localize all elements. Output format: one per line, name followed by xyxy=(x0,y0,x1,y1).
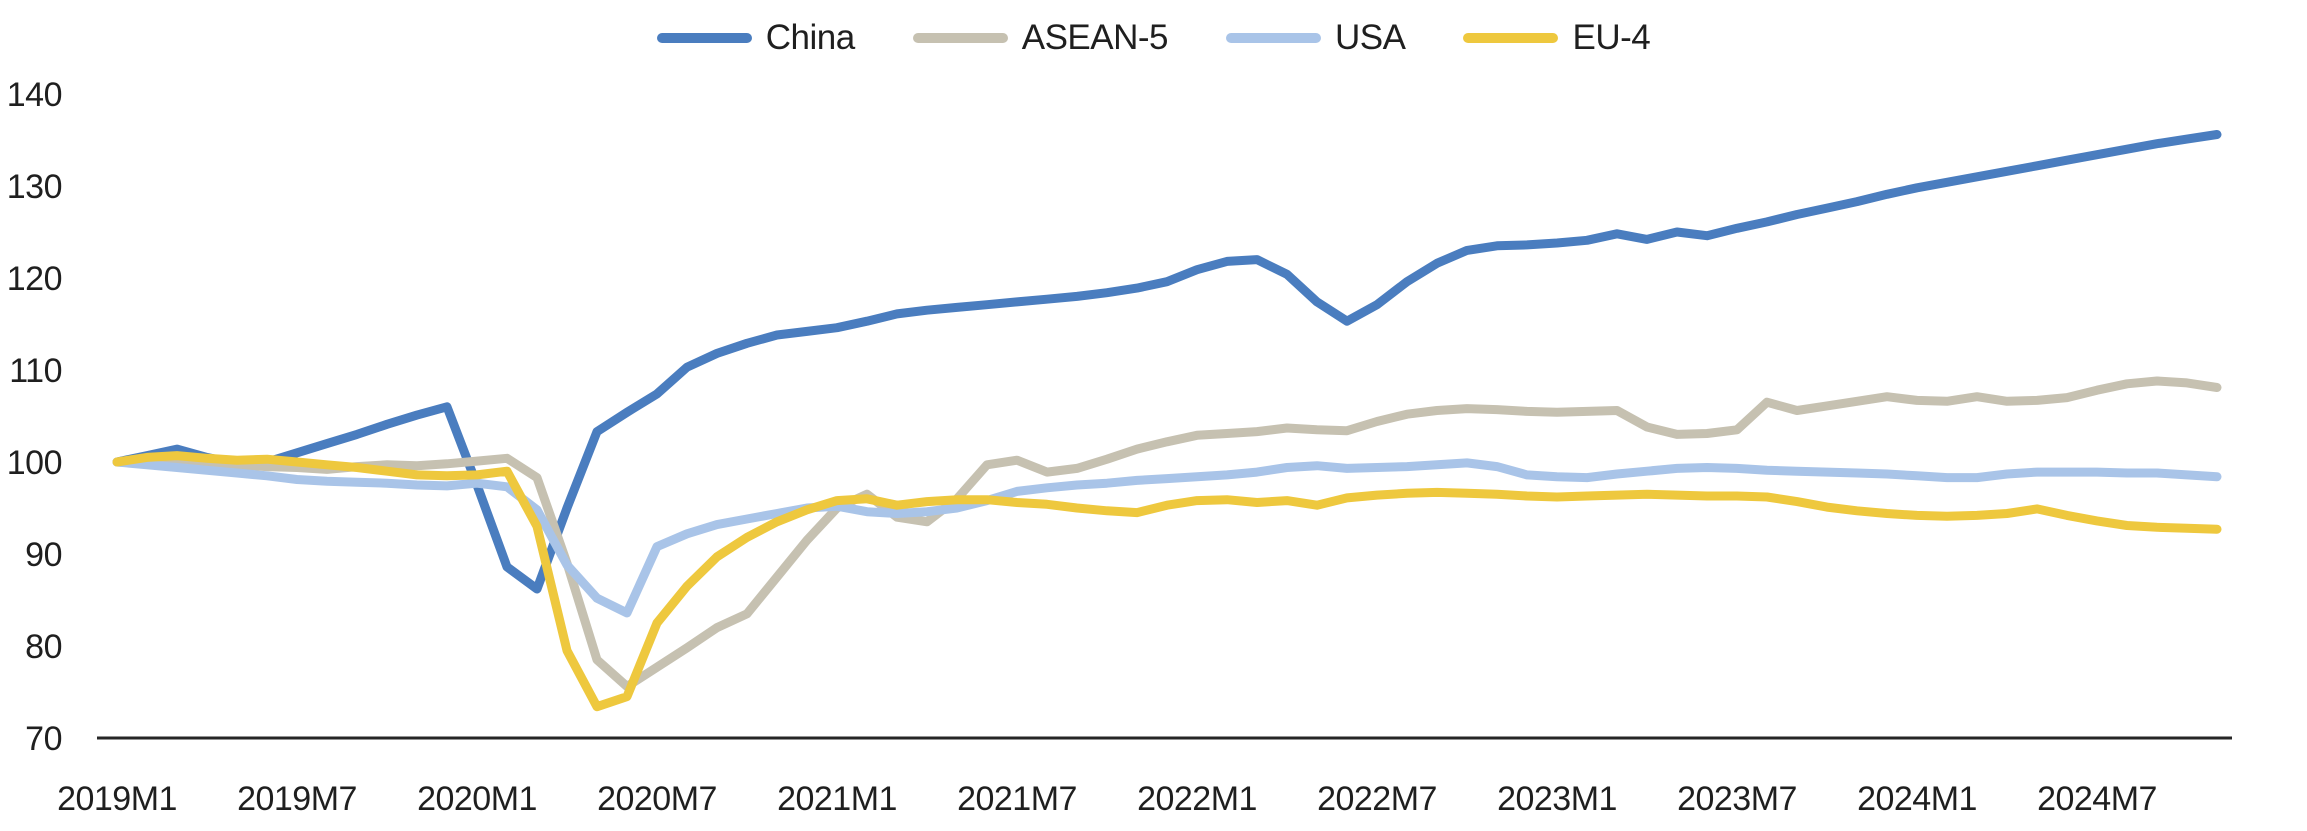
legend-item-usa: USA xyxy=(1226,18,1406,57)
legend-label-china: China xyxy=(765,18,855,57)
series-line-eu-4 xyxy=(112,451,2222,712)
legend-item-eu4: EU-4 xyxy=(1463,18,1651,57)
legend-item-china: China xyxy=(656,18,855,57)
x-tick-label: 2020M1 xyxy=(417,780,537,818)
y-tick-label: 80 xyxy=(25,628,62,666)
x-tick-label: 2019M7 xyxy=(237,780,357,818)
x-tick-label: 2021M7 xyxy=(957,780,1077,818)
y-tick-label: 130 xyxy=(7,168,62,206)
x-tick-label: 2019M1 xyxy=(57,780,177,818)
legend-label-eu4: EU-4 xyxy=(1572,18,1651,57)
legend-label-usa: USA xyxy=(1335,18,1406,57)
x-tick-label: 2024M1 xyxy=(1857,780,1977,818)
x-tick-label: 2023M1 xyxy=(1497,780,1617,818)
y-tick-label: 70 xyxy=(25,720,62,758)
legend-swatch-usa xyxy=(1226,32,1321,43)
legend-item-asean5: ASEAN-5 xyxy=(912,18,1169,57)
legend-label-asean5: ASEAN-5 xyxy=(1021,18,1169,57)
series-line-china xyxy=(112,130,2222,594)
y-tick-label: 100 xyxy=(7,444,62,482)
y-tick-label: 140 xyxy=(7,76,62,114)
x-tick-label: 2020M7 xyxy=(597,780,717,818)
legend-swatch-china xyxy=(656,32,752,43)
chart-legend: China ASEAN-5 USA EU-4 xyxy=(0,20,2307,55)
x-tick-label: 2021M1 xyxy=(777,780,897,818)
x-tick-label: 2023M7 xyxy=(1677,780,1797,818)
y-tick-label: 90 xyxy=(25,536,62,574)
x-tick-label: 2022M1 xyxy=(1137,780,1257,818)
y-tick-label: 120 xyxy=(7,260,62,298)
x-tick-label: 2022M7 xyxy=(1317,780,1437,818)
series-line-usa xyxy=(112,457,2222,618)
series-line-asean-5 xyxy=(112,376,2222,691)
x-tick-label: 2024M7 xyxy=(2037,780,2157,818)
legend-swatch-eu4 xyxy=(1463,32,1559,43)
legend-swatch-asean5 xyxy=(912,32,1008,43)
y-tick-label: 110 xyxy=(9,352,62,390)
